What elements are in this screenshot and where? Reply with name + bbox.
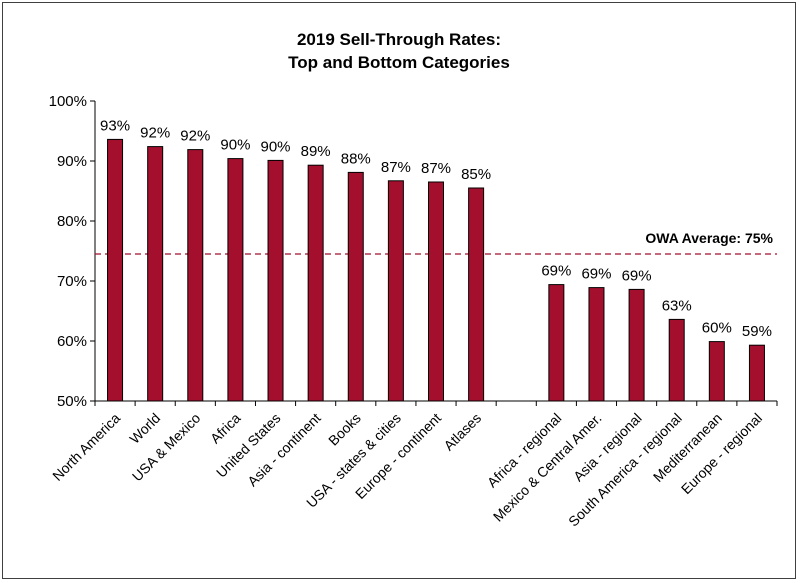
data-label: 93% [100,117,130,134]
bar [748,344,765,402]
data-label: 92% [180,128,210,145]
bar [468,187,485,402]
bar [147,146,164,402]
category-label: Asia - continent [244,410,324,490]
data-label: 60% [702,320,732,337]
bar [548,284,565,402]
reference-line-label: OWA Average: 75% [645,230,773,246]
data-labels: 93% 92% 92% 90% 90% 89% 88% 87% 87% 85% 69% 69% 69% 6… [100,117,772,340]
category-label: World [126,410,163,447]
y-tick-label: 90% [57,153,87,170]
bar [307,164,324,402]
bar [588,287,605,402]
data-label: 89% [301,143,331,160]
data-label: 90% [220,137,250,154]
chart-title-line-2: Top and Bottom Categories [288,53,510,72]
bar [708,341,725,402]
y-tick-label: 70% [57,273,87,290]
bar [227,158,244,402]
category-label: Books [325,410,364,449]
bar [107,138,124,402]
data-label: 69% [622,267,652,284]
data-label: 63% [662,297,692,314]
data-label: 92% [140,125,170,142]
bar [387,180,404,402]
data-label: 85% [461,166,491,183]
bar [428,181,444,402]
bar [347,171,364,402]
bar [187,149,204,402]
data-label: 69% [581,266,611,283]
data-label: 69% [541,263,571,280]
bar [628,288,645,402]
data-label: 87% [421,160,451,177]
y-tick-label: 80% [57,213,87,230]
bar [267,159,284,402]
bars [107,138,765,402]
data-label: 90% [261,138,291,155]
data-label: 59% [742,323,772,340]
chart-title-line-1: 2019 Sell-Through Rates: [297,30,501,49]
category-label: North America [49,410,123,484]
y-tick-label: 50% [57,393,87,410]
data-label: 88% [341,150,371,167]
data-label: 87% [381,159,411,176]
bar [668,318,685,402]
y-tick-label: 100% [49,93,87,110]
axes: 50% 60% 70% 80% 90% 100% [49,93,778,410]
chart: 2019 Sell-Through Rates: Top and Bottom … [49,30,778,530]
category-label: Atlases [440,410,484,454]
category-label: Africa [207,410,244,447]
y-tick-label: 60% [57,333,87,350]
